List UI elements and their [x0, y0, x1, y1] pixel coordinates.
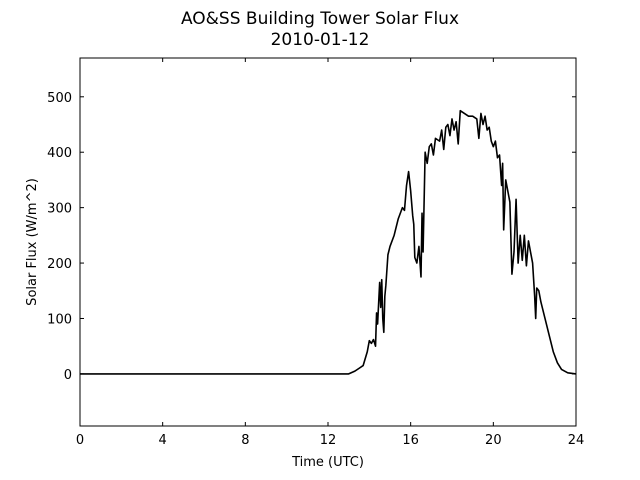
- flux-line: [80, 109, 577, 375]
- plot-frame: [79, 57, 577, 427]
- x-axis-label: Time (UTC): [291, 455, 364, 470]
- y-tick-label: 100: [47, 312, 72, 327]
- x-tick-label: 12: [320, 433, 337, 448]
- y-tick-label: 500: [47, 91, 72, 106]
- chart-title: AO&SS Building Tower Solar Flux: [181, 9, 459, 29]
- y-tick-label: 300: [47, 202, 72, 217]
- x-tick-label: 20: [485, 433, 502, 448]
- x-tick-label: 4: [159, 433, 167, 448]
- x-tick-label: 8: [241, 433, 249, 448]
- y-tick-label: 400: [47, 146, 72, 161]
- y-axis-label: Solar Flux (W/m^2): [25, 178, 40, 306]
- x-tick-label: 0: [76, 433, 84, 448]
- x-tick-label: 24: [568, 433, 585, 448]
- y-tick-label: 0: [64, 368, 72, 383]
- chart-subtitle: 2010-01-12: [271, 30, 370, 50]
- x-tick-label: 16: [402, 433, 419, 448]
- y-tick-label: 200: [47, 257, 72, 272]
